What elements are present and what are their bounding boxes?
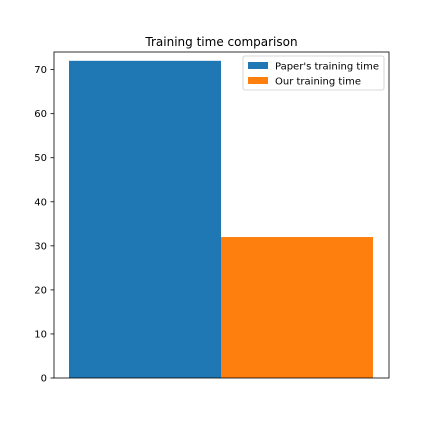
y-tick-label: 40 xyxy=(34,197,47,208)
y-tick-label: 10 xyxy=(34,329,47,340)
y-tick-label: 20 xyxy=(34,285,47,296)
y-tick-label: 30 xyxy=(34,241,47,252)
legend-label: Paper's training time xyxy=(275,62,379,73)
chart-title: Training time comparison xyxy=(144,35,297,49)
y-tick-label: 70 xyxy=(34,65,47,76)
y-axis: 0 10 20 30 40 50 60 70 xyxy=(34,65,54,385)
legend-label: Our training time xyxy=(275,77,361,88)
bar-our-training-time xyxy=(221,237,373,378)
legend-swatch xyxy=(248,62,268,69)
y-tick-label: 60 xyxy=(34,109,47,120)
legend-swatch xyxy=(248,77,268,84)
y-tick-label: 50 xyxy=(34,153,47,164)
legend: Paper's training time Our training time xyxy=(242,55,385,91)
legend-box xyxy=(242,55,385,91)
bars xyxy=(69,60,373,378)
y-tick-label: 0 xyxy=(41,374,47,385)
plot-frame xyxy=(53,51,390,379)
bar-papers-training-time xyxy=(69,60,221,378)
